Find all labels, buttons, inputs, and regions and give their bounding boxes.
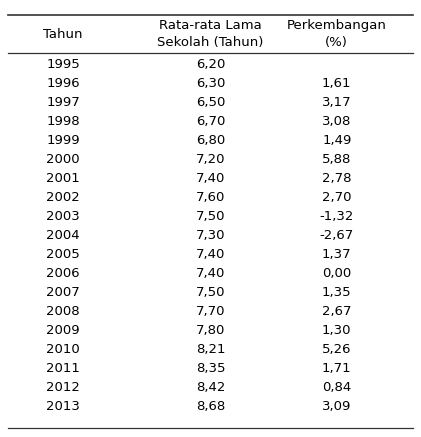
Text: 1995: 1995: [46, 58, 80, 71]
Text: 7,40: 7,40: [196, 172, 225, 185]
Text: 7,70: 7,70: [196, 305, 225, 318]
Text: 7,40: 7,40: [196, 248, 225, 261]
Text: 2008: 2008: [46, 305, 80, 318]
Text: Tahun: Tahun: [43, 28, 83, 41]
Text: 1998: 1998: [46, 115, 80, 128]
Text: 2004: 2004: [46, 229, 80, 242]
Text: 5,26: 5,26: [322, 343, 352, 356]
Text: 7,40: 7,40: [196, 267, 225, 280]
Text: 8,35: 8,35: [196, 362, 225, 375]
Text: 2,67: 2,67: [322, 305, 352, 318]
Text: 0,00: 0,00: [322, 267, 352, 280]
Text: 2000: 2000: [46, 153, 80, 166]
Text: 7,30: 7,30: [196, 229, 225, 242]
Text: -1,32: -1,32: [320, 210, 354, 223]
Text: 7,50: 7,50: [196, 286, 225, 299]
Text: 2,70: 2,70: [322, 191, 352, 204]
Text: 6,50: 6,50: [196, 96, 225, 109]
Text: 7,50: 7,50: [196, 210, 225, 223]
Text: 7,60: 7,60: [196, 191, 225, 204]
Text: 2006: 2006: [46, 267, 80, 280]
Text: Perkembangan
(%): Perkembangan (%): [287, 19, 387, 49]
Text: 0,84: 0,84: [322, 382, 352, 394]
Text: 2011: 2011: [46, 362, 80, 375]
Text: 6,30: 6,30: [196, 77, 225, 90]
Text: 1,61: 1,61: [322, 77, 352, 90]
Text: Rata-rata Lama
Sekolah (Tahun): Rata-rata Lama Sekolah (Tahun): [157, 19, 264, 49]
Text: 6,80: 6,80: [196, 134, 225, 147]
Text: 2002: 2002: [46, 191, 80, 204]
Text: 3,08: 3,08: [322, 115, 352, 128]
Text: 1997: 1997: [46, 96, 80, 109]
Text: 5,88: 5,88: [322, 153, 352, 166]
Text: 1,49: 1,49: [322, 134, 352, 147]
Text: 6,20: 6,20: [196, 58, 225, 71]
Text: 2001: 2001: [46, 172, 80, 185]
Text: 1996: 1996: [46, 77, 80, 90]
Text: 3,09: 3,09: [322, 400, 352, 413]
Text: 1,71: 1,71: [322, 362, 352, 375]
Text: 1,37: 1,37: [322, 248, 352, 261]
Text: 2003: 2003: [46, 210, 80, 223]
Text: -2,67: -2,67: [320, 229, 354, 242]
Text: 8,21: 8,21: [196, 343, 225, 356]
Text: 1,35: 1,35: [322, 286, 352, 299]
Text: 2010: 2010: [46, 343, 80, 356]
Text: 2013: 2013: [46, 400, 80, 413]
Text: 2005: 2005: [46, 248, 80, 261]
Text: 7,20: 7,20: [196, 153, 225, 166]
Text: 6,70: 6,70: [196, 115, 225, 128]
Text: 2,78: 2,78: [322, 172, 352, 185]
Text: 3,17: 3,17: [322, 96, 352, 109]
Text: 7,80: 7,80: [196, 324, 225, 337]
Text: 1,30: 1,30: [322, 324, 352, 337]
Text: 8,42: 8,42: [196, 382, 225, 394]
Text: 8,68: 8,68: [196, 400, 225, 413]
Text: 2012: 2012: [46, 382, 80, 394]
Text: 1999: 1999: [46, 134, 80, 147]
Text: 2009: 2009: [46, 324, 80, 337]
Text: 2007: 2007: [46, 286, 80, 299]
